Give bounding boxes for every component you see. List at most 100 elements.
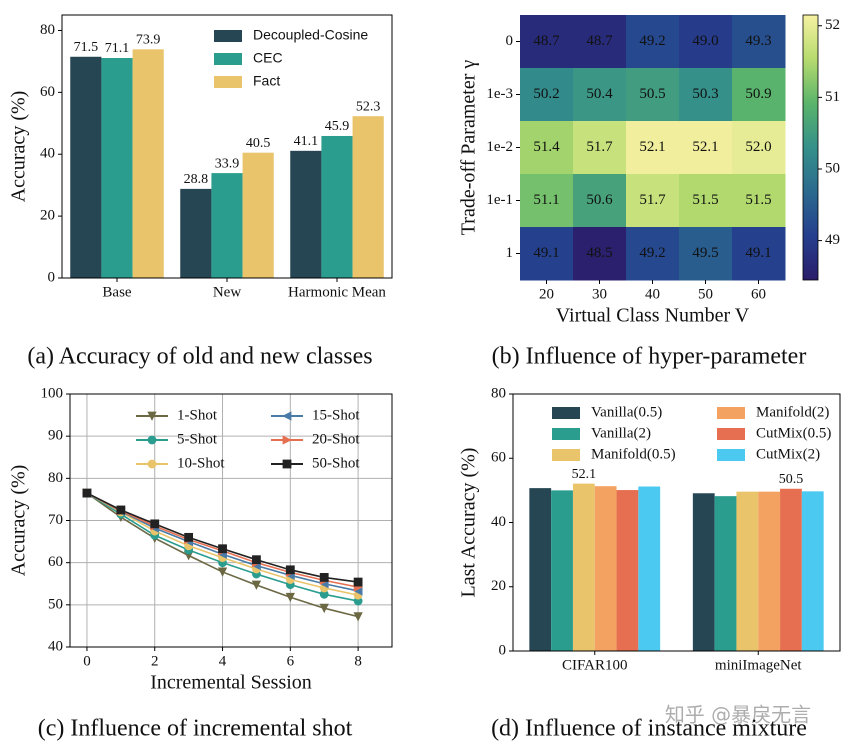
marker <box>82 488 92 498</box>
legend-label: 5-Shot <box>177 431 218 447</box>
data-label: 52.3 <box>356 99 381 114</box>
y-tick-label: 80 <box>48 470 63 486</box>
x-tick-label: miniImageNet <box>715 657 802 673</box>
cell-label: 48.7 <box>586 33 613 49</box>
heat-cell <box>520 227 574 281</box>
cell-label: 52.1 <box>639 139 665 155</box>
y-tick-label: 1 <box>506 245 514 261</box>
heat-cell <box>520 121 574 175</box>
cell-label: 49.0 <box>692 33 718 49</box>
heat-cell <box>626 68 680 122</box>
legend-label: 10-Shot <box>177 455 225 471</box>
bar <box>594 486 617 651</box>
bar <box>180 188 212 278</box>
heat-cell <box>573 174 627 228</box>
legend-label: 20-Shot <box>312 431 360 447</box>
y-tick-label: 0 <box>48 269 56 285</box>
data-label: 52.1 <box>572 467 597 482</box>
bar <box>780 488 802 651</box>
heat-cell <box>679 174 733 228</box>
y-tick-label: 60 <box>40 84 55 100</box>
cell-label: 52.0 <box>745 139 771 155</box>
colorbar-tick-label: 50 <box>825 160 840 176</box>
marker <box>150 519 160 529</box>
marker <box>184 532 194 542</box>
legend-swatch <box>717 428 745 440</box>
heat-cell <box>679 15 733 69</box>
bar <box>290 150 322 278</box>
legend-marker <box>147 435 157 445</box>
legend-label: CEC <box>253 50 283 66</box>
marker <box>285 592 295 603</box>
marker <box>319 603 329 614</box>
legend-label: CutMix(2) <box>756 446 820 462</box>
x-tick-label: 30 <box>592 286 607 302</box>
cell-label: 49.5 <box>692 245 718 261</box>
cell-label: 52.1 <box>692 139 718 155</box>
cell-label: 49.1 <box>745 245 771 261</box>
x-tick-label: 2 <box>151 653 159 669</box>
bar <box>638 486 661 651</box>
bar <box>321 135 353 278</box>
legend-swatch <box>214 53 242 65</box>
cell-label: 49.3 <box>745 33 771 49</box>
y-tick-label: 0 <box>499 642 507 658</box>
data-label: 41.1 <box>294 134 319 149</box>
cell-label: 51.7 <box>639 192 666 208</box>
x-axis-label: Virtual Class Number V <box>556 305 750 327</box>
bar <box>692 493 715 651</box>
heat-cell <box>520 68 574 122</box>
heat-cell <box>732 174 786 228</box>
legend-label: Decoupled-Cosine <box>253 27 368 43</box>
bar <box>352 116 384 279</box>
plot-frame <box>61 14 393 279</box>
y-tick-label: 1e-1 <box>486 192 513 208</box>
data-label: 71.5 <box>74 40 99 55</box>
plot-frame <box>69 393 393 648</box>
heat-cell <box>626 15 680 69</box>
marker <box>319 573 329 582</box>
plot-frame <box>512 393 841 652</box>
marker <box>353 577 363 587</box>
legend-label: Manifold(0.5) <box>591 446 676 462</box>
bar <box>132 49 164 278</box>
legend-marker <box>282 435 292 445</box>
y-tick-label: 40 <box>40 146 55 162</box>
y-axis-label: Last Accuracy (%) <box>458 448 480 598</box>
legend-marker <box>147 459 157 469</box>
x-tick-label: 60 <box>751 286 766 302</box>
marker <box>217 567 228 577</box>
cell-label: 49.2 <box>639 33 665 49</box>
bar <box>616 490 639 651</box>
y-tick-label: 0 <box>506 33 514 49</box>
data-label: 73.9 <box>136 33 161 48</box>
marker <box>285 565 295 575</box>
bar <box>70 56 102 279</box>
cell-label: 51.5 <box>692 192 718 208</box>
heat-cell <box>679 121 733 175</box>
bar <box>551 490 573 651</box>
legend-label: Manifold(2) <box>756 404 829 420</box>
y-tick-label: 60 <box>491 450 506 466</box>
heat-cell <box>732 121 786 175</box>
data-label: 33.9 <box>215 156 240 171</box>
x-tick-label: Harmonic Mean <box>288 284 386 300</box>
y-tick-label: 70 <box>48 512 63 528</box>
legend-label: 15-Shot <box>312 407 360 423</box>
data-label: 28.8 <box>184 172 209 187</box>
heat-cell <box>520 15 574 69</box>
y-tick-label: 100 <box>41 385 64 401</box>
bar <box>242 152 274 278</box>
y-tick-label: 20 <box>491 578 506 594</box>
x-tick-label: 8 <box>354 653 362 669</box>
data-label: 45.9 <box>325 119 350 134</box>
caption: (a) Accuracy of old and new classes <box>27 344 372 370</box>
marker <box>218 544 227 554</box>
bar <box>101 58 133 278</box>
heat-cell <box>573 121 627 175</box>
legend-swatch <box>552 428 580 440</box>
x-axis-label: Incremental Session <box>150 672 312 694</box>
caption: (c) Influence of incremental shot <box>38 716 353 742</box>
marker <box>252 555 261 565</box>
